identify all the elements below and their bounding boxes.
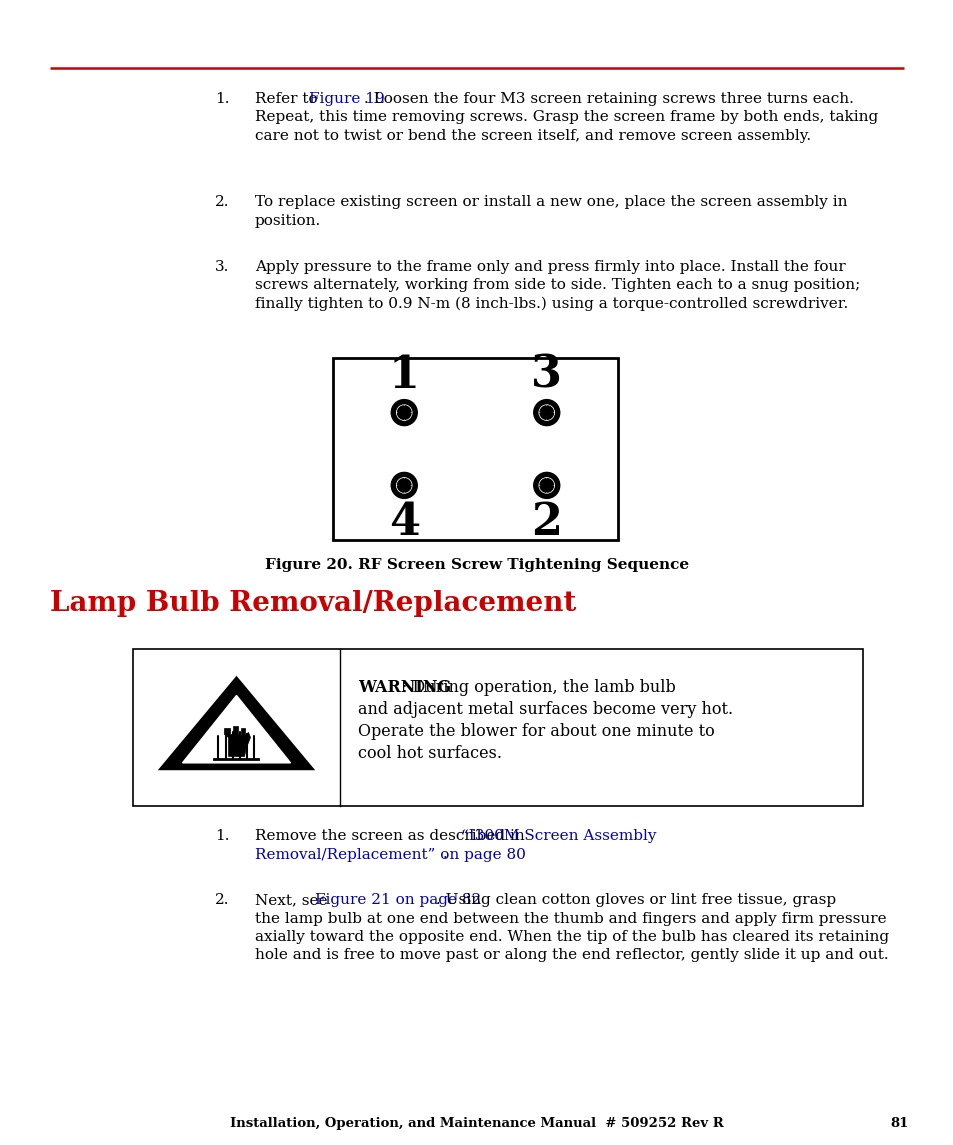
Text: hole and is free to move past or along the end reflector, gently slide it up and: hole and is free to move past or along t…	[254, 948, 887, 963]
Polygon shape	[404, 405, 411, 412]
Text: Removal/Replacement” on page 80: Removal/Replacement” on page 80	[254, 847, 525, 861]
Polygon shape	[404, 479, 411, 485]
Text: position.: position.	[254, 213, 321, 228]
Text: “I300M Screen Assembly: “I300M Screen Assembly	[460, 829, 656, 843]
Circle shape	[533, 473, 559, 498]
Text: Operate the blower for about one minute to: Operate the blower for about one minute …	[357, 722, 714, 740]
Bar	[333, 358, 618, 540]
Text: Installation, Operation, and Maintenance Manual  # 509252 Rev R: Installation, Operation, and Maintenance…	[230, 1118, 723, 1130]
Circle shape	[391, 473, 416, 498]
Polygon shape	[539, 479, 546, 485]
Circle shape	[533, 400, 559, 426]
Text: Refer to: Refer to	[254, 92, 322, 106]
Polygon shape	[546, 479, 553, 485]
Polygon shape	[539, 485, 546, 492]
Polygon shape	[404, 485, 411, 492]
Text: Figure 20. RF Screen Screw Tightening Sequence: Figure 20. RF Screen Screw Tightening Se…	[265, 558, 688, 572]
Polygon shape	[546, 405, 553, 412]
Circle shape	[396, 477, 412, 493]
Text: Lamp Bulb Removal/Replacement: Lamp Bulb Removal/Replacement	[50, 590, 576, 617]
Polygon shape	[161, 679, 312, 768]
Polygon shape	[539, 405, 546, 412]
Text: 1.: 1.	[214, 92, 230, 106]
Circle shape	[538, 405, 554, 420]
Circle shape	[538, 477, 554, 493]
Polygon shape	[397, 485, 404, 492]
Text: 81: 81	[889, 1118, 907, 1130]
Text: finally tighten to 0.9 N-m (8 inch-lbs.) using a torque-controlled screwdriver.: finally tighten to 0.9 N-m (8 inch-lbs.)…	[254, 297, 847, 311]
Text: : During operation, the lamb bulb: : During operation, the lamb bulb	[402, 679, 676, 696]
Text: 2: 2	[531, 502, 561, 544]
Text: 2.: 2.	[214, 195, 230, 210]
Polygon shape	[546, 485, 553, 492]
Circle shape	[391, 400, 416, 426]
Text: 4: 4	[388, 502, 419, 544]
Polygon shape	[404, 412, 411, 419]
Text: 3.: 3.	[214, 260, 229, 274]
Text: To replace existing screen or install a new one, place the screen assembly in: To replace existing screen or install a …	[254, 195, 846, 210]
Text: Figure 21 on page 82: Figure 21 on page 82	[315, 893, 481, 907]
Polygon shape	[224, 726, 251, 757]
Text: cool hot surfaces.: cool hot surfaces.	[357, 745, 501, 763]
Text: . Loosen the four M3 screen retaining screws three turns each.: . Loosen the four M3 screen retaining sc…	[363, 92, 853, 106]
Text: and adjacent metal surfaces become very hot.: and adjacent metal surfaces become very …	[357, 701, 732, 718]
Polygon shape	[182, 695, 291, 763]
Text: Remove the screen as described in: Remove the screen as described in	[254, 829, 529, 843]
Text: .: .	[442, 847, 447, 861]
Text: 3: 3	[531, 354, 561, 396]
Text: Apply pressure to the frame only and press firmly into place. Install the four: Apply pressure to the frame only and pre…	[254, 260, 845, 274]
Text: Next, see: Next, see	[254, 893, 332, 907]
Text: 2.: 2.	[214, 893, 230, 907]
Circle shape	[396, 405, 412, 420]
Text: 1.: 1.	[214, 829, 230, 843]
Text: axially toward the opposite end. When the tip of the bulb has cleared its retain: axially toward the opposite end. When th…	[254, 930, 888, 943]
Polygon shape	[539, 412, 546, 419]
Text: screws alternately, working from side to side. Tighten each to a snug position;: screws alternately, working from side to…	[254, 278, 860, 292]
Bar	[132, 649, 862, 806]
Polygon shape	[397, 479, 404, 485]
Text: the lamp bulb at one end between the thumb and fingers and apply firm pressure: the lamp bulb at one end between the thu…	[254, 911, 885, 925]
Text: Figure 19: Figure 19	[309, 92, 385, 106]
Polygon shape	[546, 412, 553, 419]
Polygon shape	[397, 412, 404, 419]
Text: WARNING: WARNING	[357, 679, 451, 696]
Text: . Using clean cotton gloves or lint free tissue, grasp: . Using clean cotton gloves or lint free…	[436, 893, 836, 907]
Polygon shape	[397, 405, 404, 412]
Text: Repeat, this time removing screws. Grasp the screen frame by both ends, taking: Repeat, this time removing screws. Grasp…	[254, 111, 878, 125]
Text: care not to twist or bend the screen itself, and remove screen assembly.: care not to twist or bend the screen its…	[254, 129, 810, 143]
Text: 1: 1	[389, 354, 419, 396]
